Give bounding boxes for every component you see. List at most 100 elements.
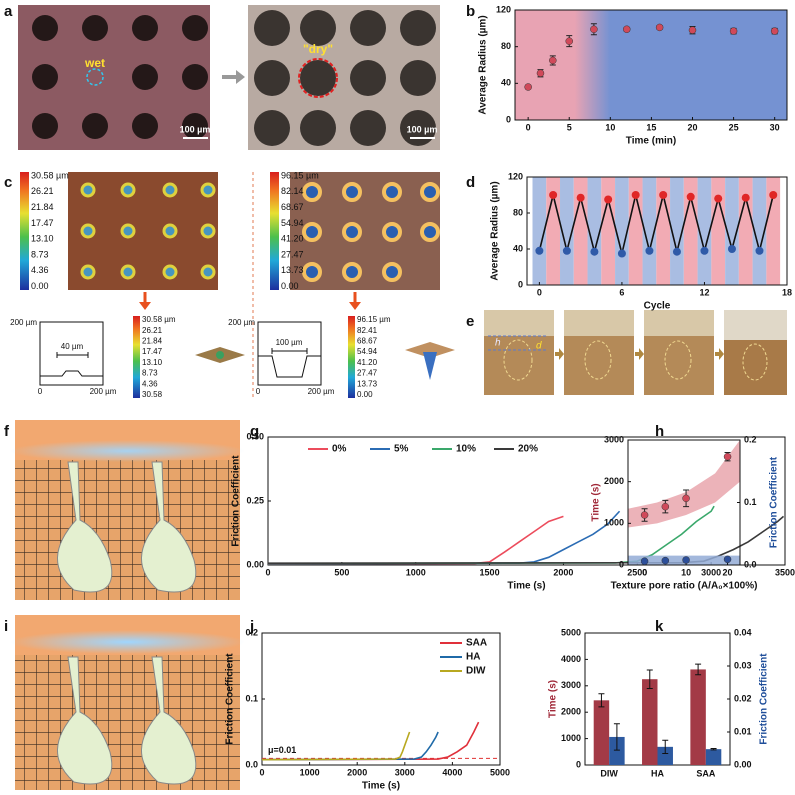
x-tick-label: 5 (567, 122, 572, 132)
profile-x-start: 0 (38, 387, 43, 396)
data-point (590, 247, 599, 256)
colorbar-label: 82.41 (357, 326, 378, 335)
y2-axis-label: Friction Coefficient (769, 456, 780, 548)
x-tick-label: 6 (619, 287, 624, 297)
x-axis-label: Texture pore ratio (A/A₀×100%) (611, 581, 758, 592)
cycle-band (642, 177, 657, 285)
data-point (727, 245, 736, 253)
y2-tick-label: 0.2 (744, 434, 757, 444)
cycle-band (560, 177, 574, 285)
data-point (661, 556, 670, 565)
x-tick-label: 2000 (553, 567, 573, 577)
cycle-band (752, 177, 767, 285)
colorbar-label: 13.73 (357, 379, 378, 388)
x-tick-label: 15 (646, 122, 656, 132)
y-tick-label: 0 (518, 279, 523, 289)
x-tick-label: 3000 (701, 567, 721, 577)
y-tick-label: 40 (513, 243, 523, 253)
bar (609, 736, 625, 765)
colorbar-label: 17.47 (31, 218, 54, 228)
y-tick-label: 0 (576, 759, 581, 769)
data-point (524, 83, 532, 91)
data-point (640, 557, 649, 565)
cycle-band (587, 177, 602, 285)
x-tick-label: 18 (782, 287, 792, 297)
bar (705, 749, 722, 765)
data-point (682, 556, 690, 564)
bar (642, 679, 658, 765)
y-axis-label: Time (s) (548, 680, 559, 718)
x-tick-label: 30 (770, 122, 780, 132)
data-point (535, 246, 544, 255)
y2-tick-label: 0.04 (734, 627, 752, 637)
colorbar-label: 0.00 (281, 281, 299, 291)
y-tick-label: 2000 (561, 707, 581, 717)
x-tick-label: 0 (537, 287, 542, 297)
y-tick-label: 40 (501, 78, 511, 88)
x-axis-label: Cycle (644, 301, 671, 312)
y2-axis-label: Friction Coefficient (759, 653, 770, 745)
colorbar-label: 0.00 (31, 281, 49, 291)
colorbar-label: 30.58 (142, 390, 163, 399)
e-h-label: h (495, 338, 501, 349)
data-point (576, 193, 585, 202)
data-point (562, 246, 571, 255)
y2-tick-label: 0.0 (744, 559, 757, 569)
legend-label: 20% (518, 444, 538, 455)
legend-label: SAA (466, 638, 487, 649)
data-line (267, 515, 564, 565)
cycle-band (766, 177, 781, 285)
data-point (659, 191, 668, 199)
cycle-band (738, 177, 753, 285)
data-point (729, 27, 738, 35)
x-tick-label: 0 (265, 567, 270, 577)
data-point (682, 494, 690, 503)
y-tick-label: 80 (513, 207, 523, 217)
colorbar-label: 4.36 (31, 265, 49, 275)
error-bar (598, 693, 605, 708)
reference-label: μ=0.01 (268, 745, 296, 755)
profile-x-end: 200 µm (308, 387, 335, 396)
data-line (267, 510, 621, 565)
data-point (661, 502, 670, 511)
x-tick-label: 20 (723, 567, 733, 577)
data-point (623, 25, 631, 33)
y-tick-label: 0 (619, 559, 624, 569)
error-bar (662, 739, 669, 754)
x-tick-label: 500 (334, 567, 349, 577)
y-tick-label: 120 (496, 4, 511, 14)
x-tick-label: 10 (605, 122, 615, 132)
data-point (769, 191, 778, 199)
x-tick-label: 2500 (627, 567, 647, 577)
scale-bar-label: 100 µm (180, 124, 211, 134)
y2-tick-label: 0.03 (734, 660, 752, 670)
x-tick-label: DIW (600, 768, 618, 778)
y2-tick-label: 0.1 (744, 497, 757, 507)
plot-frame (261, 632, 501, 766)
x-tick-label: 0 (526, 122, 531, 132)
y2-tick-label: 0.00 (734, 759, 752, 769)
data-line (538, 194, 775, 255)
data-point (714, 194, 723, 203)
bar (593, 700, 610, 765)
y-tick-label: 0.00 (246, 559, 264, 569)
x-tick-label: HA (651, 768, 664, 778)
panel-label: j (249, 618, 254, 635)
data-line (261, 731, 411, 761)
colorbar-label: 82.14 (281, 186, 304, 196)
profile-y-label: 200 µm (228, 318, 255, 327)
colorbar-label: 0.00 (357, 390, 373, 399)
legend-label: 5% (394, 444, 409, 455)
panel-label: f (4, 423, 10, 440)
data-point (741, 193, 750, 202)
profile-x-end: 200 µm (90, 387, 117, 396)
cycle-band (697, 177, 712, 285)
profile-y-label: 200 µm (10, 318, 37, 327)
y2-tick-label: 0.01 (734, 726, 752, 736)
y-tick-label: 0.2 (245, 627, 258, 637)
x-tick-label: 5000 (490, 767, 510, 777)
x-tick-label: 20 (687, 122, 697, 132)
error-bar (646, 669, 653, 689)
